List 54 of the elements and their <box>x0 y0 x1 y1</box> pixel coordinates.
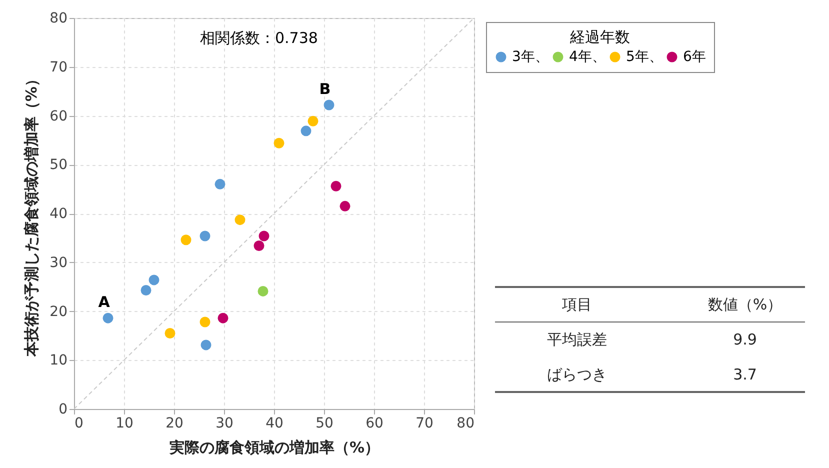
point <box>102 312 114 324</box>
category-label: 平均誤差 <box>547 330 607 348</box>
y-tick-label: 10 <box>50 352 68 369</box>
point <box>254 240 264 251</box>
x-tick-label: 40 <box>266 416 284 432</box>
text: 項目 <box>561 296 592 314</box>
legend-title: 経過年数 <box>569 28 630 46</box>
y-axis-title: 本技術が予測した腐食領域の増加率（%） <box>22 71 41 358</box>
y-tick-label: 20 <box>50 304 68 320</box>
x-tick-label: 0 <box>74 416 84 432</box>
point <box>324 100 334 110</box>
point <box>274 138 284 148</box>
text: 数値（%） <box>708 296 782 314</box>
point <box>214 178 226 190</box>
legend-label: 6年 <box>683 49 706 65</box>
y-tick-label: 0 <box>58 402 68 418</box>
point <box>258 230 270 242</box>
point <box>200 316 210 328</box>
point <box>164 328 176 338</box>
legend-label: 3年、 <box>512 49 549 65</box>
annotation: 相関係数：0.738 <box>200 28 318 47</box>
y-tick-label: 50 <box>50 157 68 174</box>
y-tick-label: 80 <box>50 10 68 26</box>
point <box>180 234 192 246</box>
x-tick-label: 50 <box>316 416 334 432</box>
x-axis-title: 実際の腐食領域の増加率（%） <box>168 438 380 456</box>
legend-label: 5年、 <box>626 49 663 65</box>
point <box>300 126 312 136</box>
x-tick-label: 10 <box>116 416 134 432</box>
data-label: 3.7 <box>733 366 757 384</box>
category-label: ばらつき <box>547 366 607 384</box>
legend-label: 4年、 <box>569 49 606 65</box>
x-tick-label: 70 <box>416 416 434 432</box>
x-tick-label: 20 <box>166 416 184 432</box>
y-tick-label: 60 <box>50 108 68 124</box>
annotation: A <box>98 293 110 312</box>
point <box>200 230 210 242</box>
data-label: 9.9 <box>733 330 757 348</box>
y-tick-label: 30 <box>50 254 68 271</box>
x-tick-label: 30 <box>216 416 234 432</box>
y-tick-label: 40 <box>50 206 68 222</box>
y-tick-label: 70 <box>50 59 68 76</box>
point <box>200 340 212 350</box>
annotation: B <box>319 80 331 98</box>
point <box>148 274 160 286</box>
point <box>340 200 350 212</box>
point <box>330 180 342 192</box>
point <box>140 285 152 296</box>
x-tick-label: 60 <box>366 416 384 432</box>
point <box>218 312 228 324</box>
x-tick-label: 80 <box>456 416 474 432</box>
point <box>308 116 318 126</box>
point <box>258 286 268 296</box>
point <box>234 214 246 226</box>
